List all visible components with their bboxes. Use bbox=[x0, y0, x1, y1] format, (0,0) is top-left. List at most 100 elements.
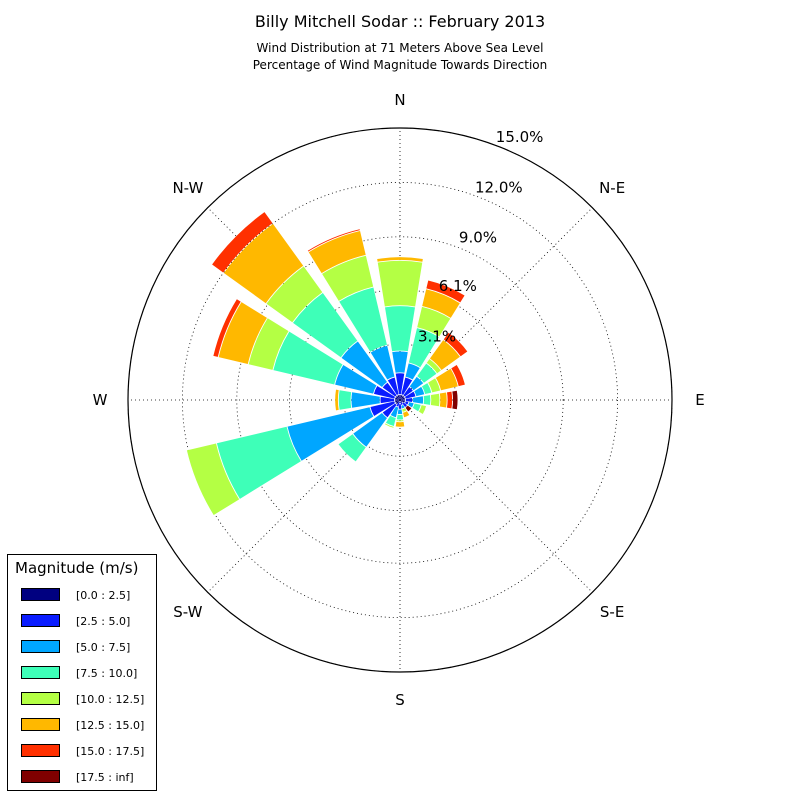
direction-label: E bbox=[695, 391, 704, 409]
wind-bar-segment bbox=[400, 401, 403, 405]
wind-bar-segment bbox=[370, 345, 395, 380]
wind-bar-segment bbox=[370, 401, 395, 416]
wind-bar-segment bbox=[426, 359, 441, 374]
wind-bar-segment bbox=[400, 399, 405, 401]
wind-bar-segment bbox=[422, 289, 460, 318]
wind-bar-segment bbox=[430, 393, 440, 407]
wind-bar-segment bbox=[213, 299, 241, 357]
legend-swatch bbox=[21, 640, 60, 653]
wind-bar-segment bbox=[403, 411, 410, 418]
wind-bar-segment bbox=[409, 376, 424, 391]
legend-label: [17.5 : inf] bbox=[76, 771, 134, 784]
direction-label: N-W bbox=[172, 179, 203, 197]
wind-bar-segment bbox=[435, 368, 458, 391]
radial-tick-label: 3.1% bbox=[418, 327, 456, 345]
wind-bar-segment bbox=[417, 306, 451, 337]
legend-label: [0.0 : 2.5] bbox=[76, 589, 131, 602]
wind-bar-segment bbox=[341, 341, 388, 388]
wind-bar-segment bbox=[382, 382, 397, 397]
legend-label: [10.0 : 12.5] bbox=[76, 693, 145, 706]
wind-bar-segment bbox=[392, 351, 408, 373]
wind-bar-segment bbox=[405, 363, 420, 380]
wind-bar-segment bbox=[395, 400, 400, 403]
wind-bar-segment bbox=[421, 383, 432, 395]
wind-bar-segment bbox=[417, 363, 437, 383]
legend-swatch bbox=[21, 744, 60, 757]
legend-swatch bbox=[21, 718, 60, 731]
wind-bar-segment bbox=[335, 389, 339, 411]
grid-ring bbox=[236, 236, 564, 564]
wind-bar-segment bbox=[390, 406, 399, 418]
wind-bar-segment bbox=[397, 409, 403, 415]
chart-subtitle-line1: Wind Distribution at 71 Meters Above Sea… bbox=[256, 41, 544, 55]
wind-bar-segment bbox=[397, 395, 400, 400]
legend-swatch bbox=[21, 614, 60, 627]
wind-bar-segment bbox=[403, 387, 413, 397]
wind-bar-segment bbox=[408, 402, 414, 408]
legend-swatch bbox=[21, 666, 60, 679]
grid-spoke bbox=[399, 399, 593, 593]
wind-bar-segment bbox=[446, 391, 453, 409]
wind-bar-segment bbox=[401, 377, 413, 395]
wind-bar-segment bbox=[273, 331, 343, 385]
wind-bar-segment bbox=[218, 302, 267, 365]
wind-bar-segment bbox=[396, 420, 404, 422]
wind-bar-segment bbox=[377, 260, 423, 307]
wind-bar-segment bbox=[428, 378, 441, 393]
wind-bar-segment bbox=[384, 423, 394, 428]
wind-bar-segment bbox=[396, 414, 404, 420]
wind-bar-segment bbox=[399, 400, 400, 402]
wind-bar-segment bbox=[400, 395, 403, 400]
wind-bar-segment bbox=[405, 401, 409, 405]
chart-subtitle-line2: Percentage of Wind Magnitude Towards Dir… bbox=[252, 58, 548, 72]
wind-bar-segment bbox=[353, 412, 388, 447]
wind-bar-segment bbox=[293, 293, 358, 358]
wind-bar-segment bbox=[412, 403, 421, 412]
wind-bar-segment bbox=[402, 408, 407, 412]
wind-bar-segment bbox=[395, 421, 405, 427]
wind-bar-segment bbox=[396, 401, 400, 407]
wind-bar-segment bbox=[387, 377, 399, 395]
wind-bar-segment bbox=[405, 391, 416, 399]
direction-label: N-E bbox=[599, 179, 625, 197]
wind-bar-segment bbox=[452, 390, 458, 410]
direction-label: N bbox=[394, 91, 405, 109]
wind-bar-segment bbox=[322, 255, 374, 301]
wind-bar-segment bbox=[399, 400, 401, 404]
radial-tick-label: 15.0% bbox=[496, 128, 544, 146]
wind-bar-segment bbox=[395, 373, 405, 395]
wind-bar-segment bbox=[351, 392, 380, 408]
wind-bar-segment bbox=[308, 231, 366, 274]
wind-bar-segment bbox=[405, 398, 413, 402]
wind-bar-segment bbox=[216, 426, 301, 499]
wind-bar-segment bbox=[400, 397, 405, 400]
wind-bar-segment bbox=[335, 364, 377, 394]
legend-swatch bbox=[21, 588, 60, 601]
wind-bar-segment bbox=[439, 392, 447, 408]
direction-label: S-W bbox=[173, 603, 202, 621]
legend-label: [15.0 : 17.5] bbox=[76, 745, 145, 758]
wind-bar-segment bbox=[443, 332, 468, 357]
wind-bar-segment bbox=[395, 395, 400, 400]
wind-bar-segment bbox=[418, 405, 427, 415]
wind-bar-segment bbox=[400, 395, 405, 400]
radial-tick-label: 6.1% bbox=[439, 277, 477, 295]
wind-bar-segment bbox=[385, 306, 415, 352]
wind-bar-segment bbox=[248, 318, 289, 370]
wind-bar-segment bbox=[402, 402, 407, 407]
wind-bar-segment bbox=[395, 399, 400, 401]
legend-title: Magnitude (m/s) bbox=[15, 559, 139, 577]
wind-bar-segment bbox=[405, 405, 412, 412]
wind-bar-segment bbox=[385, 415, 396, 427]
wind-bar-segment bbox=[423, 395, 431, 405]
wind-bar-segment bbox=[287, 407, 374, 461]
wind-bar-segment bbox=[400, 400, 405, 403]
legend-label: [5.0 : 7.5] bbox=[76, 641, 131, 654]
chart-title: Billy Mitchell Sodar :: February 2013 bbox=[254, 12, 546, 31]
legend-label: [12.5 : 15.0] bbox=[76, 719, 145, 732]
wind-bar-segment bbox=[223, 223, 304, 304]
direction-label: S bbox=[395, 691, 405, 709]
wind-bar-segment bbox=[400, 400, 403, 403]
legend-swatch bbox=[21, 692, 60, 705]
